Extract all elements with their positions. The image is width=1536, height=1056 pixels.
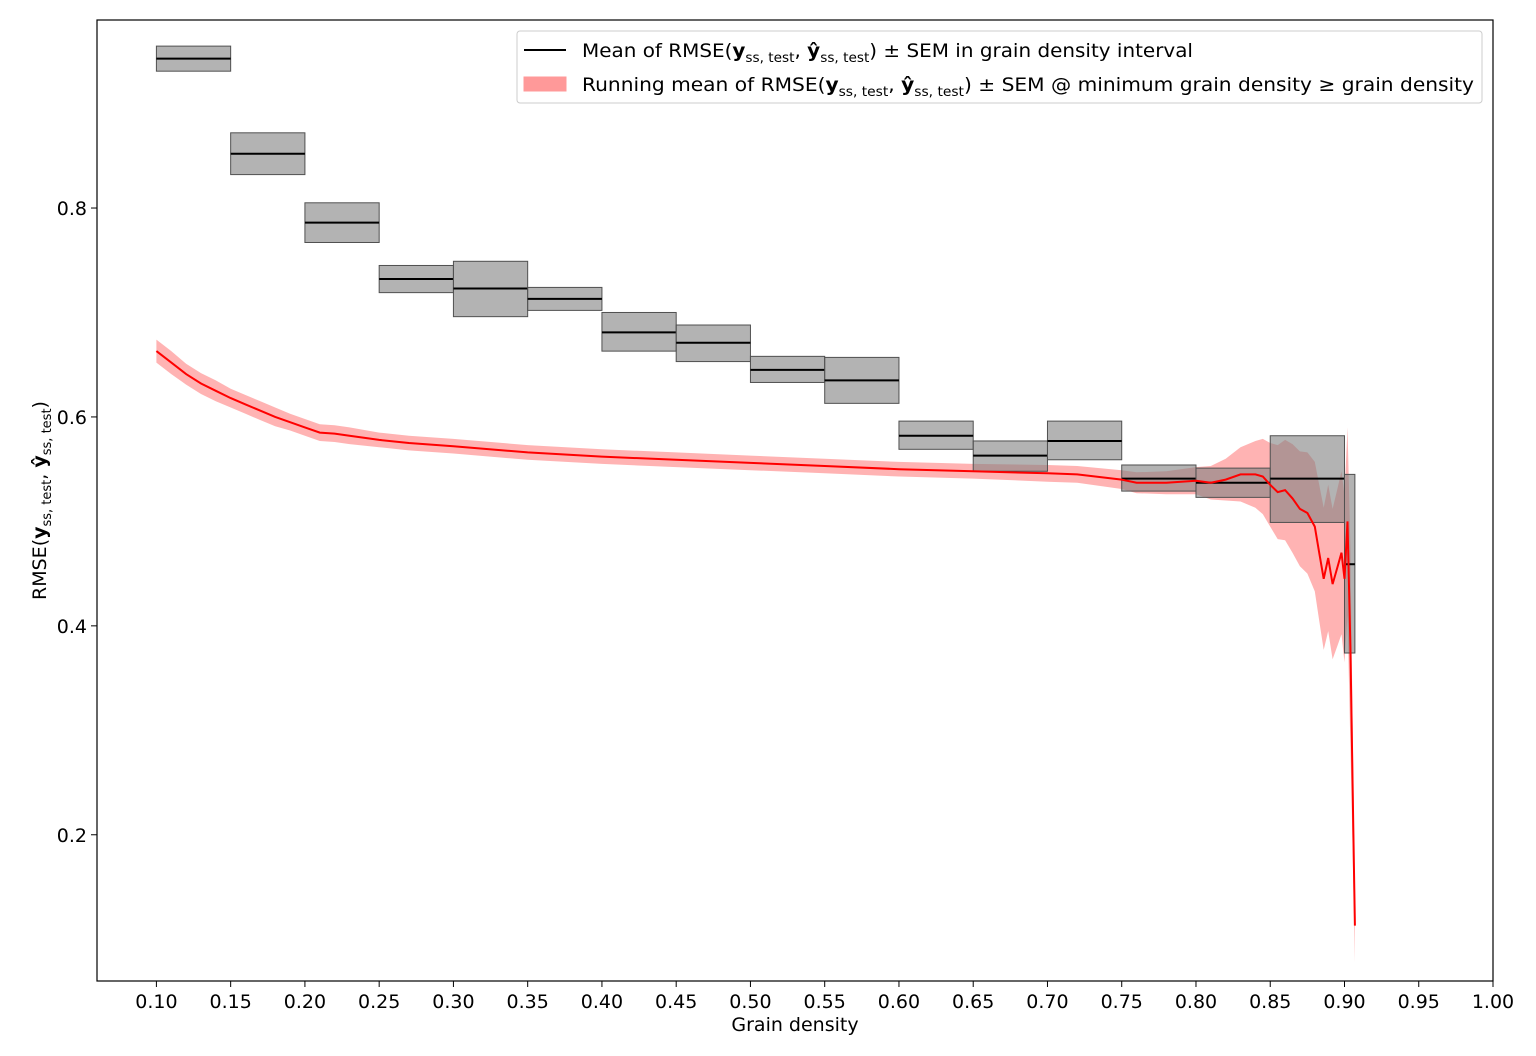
- y-axis: 0.2 0.4 0.6 0.8: [57, 198, 97, 847]
- x-axis: 0.10 0.15 0.20 0.25 0.30 0.35 0.40 0.45 0.50 0.55…: [135, 981, 1514, 1013]
- x-tick-label: 0.10: [135, 991, 177, 1013]
- y-tick-label: 0.8: [57, 198, 87, 220]
- x-tick-label: 0.90: [1323, 991, 1365, 1013]
- x-tick-label: 1.00: [1472, 991, 1514, 1013]
- x-tick-label: 0.85: [1249, 991, 1291, 1013]
- x-tick-label: 0.60: [878, 991, 920, 1013]
- plot-area: [155, 45, 1356, 963]
- running-mean-sem-band: [156, 339, 1355, 963]
- x-tick-label: 0.65: [952, 991, 994, 1013]
- x-tick-label: 0.80: [1175, 991, 1217, 1013]
- legend-box: [516, 30, 1483, 104]
- y-tick-label: 0.2: [57, 825, 87, 847]
- running-mean-line: [155, 350, 1356, 926]
- legend-entry-running-mean: Running mean of RMSE(yss, test, ŷss, tes…: [582, 74, 1474, 100]
- x-axis-label: Grain density: [731, 1014, 858, 1036]
- x-tick-label: 0.35: [507, 991, 549, 1013]
- axes-frame: [96, 19, 1494, 982]
- x-tick-label: 0.30: [432, 991, 474, 1013]
- x-tick-label: 0.45: [655, 991, 697, 1013]
- legend-entry-interval-mean: Mean of RMSE(yss, test, ŷss, test) ± SEM…: [582, 40, 1193, 66]
- x-tick-label: 0.95: [1398, 991, 1440, 1013]
- x-tick-label: 0.25: [358, 991, 400, 1013]
- legend-swatch-running-mean: [523, 76, 567, 92]
- y-tick-label: 0.6: [57, 407, 87, 429]
- x-tick-label: 0.40: [581, 991, 623, 1013]
- x-tick-label: 0.70: [1026, 991, 1068, 1013]
- x-tick-label: 0.55: [804, 991, 846, 1013]
- x-tick-label: 0.75: [1101, 991, 1143, 1013]
- x-tick-label: 0.50: [729, 991, 771, 1013]
- x-tick-label: 0.20: [284, 991, 326, 1013]
- legend: Mean of RMSE(yss, test, ŷss, test) ± SEM…: [516, 30, 1483, 104]
- x-tick-label: 0.15: [210, 991, 252, 1013]
- y-tick-label: 0.4: [57, 616, 87, 638]
- y-axis-label: RMSE(yss, test, ŷss, test): [29, 401, 55, 600]
